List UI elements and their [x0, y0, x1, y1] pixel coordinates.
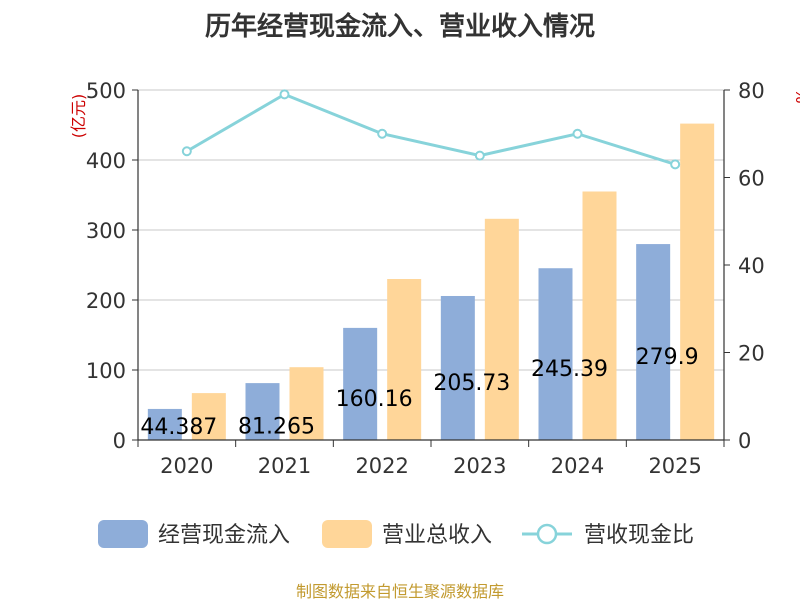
bar-operating-cash-inflow [147, 408, 182, 440]
bar-operating-cash-inflow [343, 327, 378, 440]
right-axis-unit: % [792, 88, 800, 103]
ratio-point [474, 150, 485, 161]
ratio-point [377, 128, 388, 139]
bar-operating-cash-inflow [245, 383, 280, 440]
ratio-point [279, 89, 290, 100]
right-axis-tick-label: 0 [738, 429, 751, 453]
data-label: 44.387 [140, 415, 217, 440]
bar-total-revenue [289, 367, 324, 440]
x-axis-tick-label: 2022 [355, 454, 408, 478]
data-labels: 44.387 81.265 160.16 205.73 245.39 279.9 [140, 345, 698, 440]
ratio-line-path [186, 92, 676, 166]
axes: 0 100 200 300 400 500 0 20 40 60 80 (亿元)% 2020 2021 20… [69, 79, 800, 478]
bar-total-revenue [484, 218, 519, 440]
data-label: 279.9 [636, 345, 699, 370]
left-axis-tick-label: 100 [86, 359, 126, 383]
right-axis-tick-label: 20 [738, 342, 765, 366]
left-axis-unit: (亿元) [69, 94, 88, 139]
bar-total-revenue [191, 393, 226, 440]
legend-swatch-revenue [322, 520, 372, 548]
legend-swatch-cash-inflow [98, 520, 148, 548]
x-axis-tick-label: 2021 [258, 454, 311, 478]
left-axis-tick-label: 400 [86, 149, 126, 173]
x-axis-tick-label: 2024 [551, 454, 604, 478]
x-axis-tick-label: 2023 [453, 454, 506, 478]
data-label: 245.39 [531, 357, 608, 382]
x-axis-tick-label: 2020 [160, 454, 213, 478]
right-axis-tick-label: 80 [738, 79, 765, 103]
bar-operating-cash-inflow [636, 244, 671, 440]
left-axis-tick-label: 0 [113, 429, 126, 453]
legend-label-cash-inflow: 经营现金流入 [158, 523, 290, 548]
data-label: 160.16 [336, 387, 413, 412]
legend[interactable]: 经营现金流入 营业总收入 营收现金比 [98, 520, 694, 548]
chart-title: 历年经营现金流入、营业收入情况 [204, 12, 595, 42]
bars [147, 123, 715, 440]
ratio-line [181, 89, 681, 170]
ratio-point [181, 146, 192, 157]
right-axis-tick-label: 60 [738, 167, 765, 191]
right-axis-tick-label: 40 [738, 254, 765, 278]
left-axis-tick-label: 500 [86, 79, 126, 103]
data-label: 81.265 [238, 415, 315, 440]
data-label: 205.73 [433, 371, 510, 396]
x-axis-tick-label: 2025 [648, 454, 701, 478]
left-axis-tick-label: 200 [86, 289, 126, 313]
bar-total-revenue [582, 191, 617, 440]
bar-total-revenue [680, 123, 715, 440]
left-axis-tick-label: 300 [86, 219, 126, 243]
ratio-point [670, 159, 681, 170]
legend-label-revenue: 营业总收入 [382, 523, 492, 548]
legend-label-ratio: 营收现金比 [584, 523, 694, 548]
legend-swatch-ratio-marker [536, 523, 558, 545]
bar-total-revenue [387, 279, 422, 440]
bar-operating-cash-inflow [440, 295, 475, 440]
ratio-point [572, 128, 583, 139]
gridlines [138, 89, 724, 371]
bar-operating-cash-inflow [538, 268, 573, 440]
source-note: 制图数据来自恒生聚源数据库 [295, 582, 504, 601]
